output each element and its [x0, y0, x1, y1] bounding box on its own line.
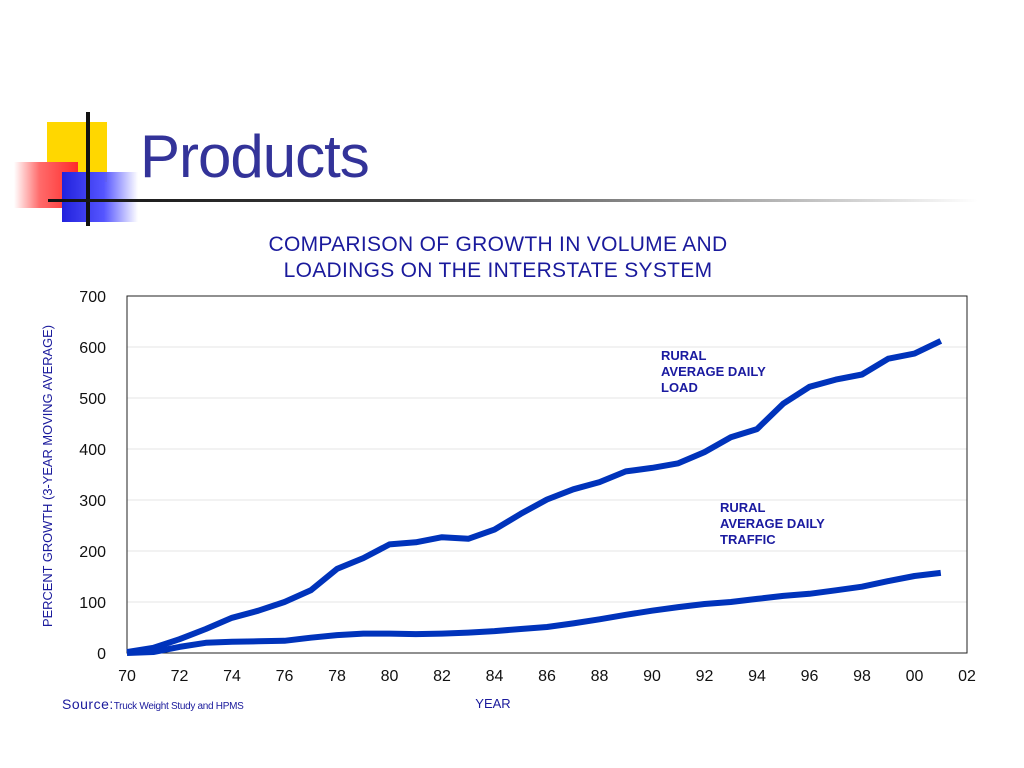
deco-blue-square [62, 172, 138, 222]
y-tick-label: 700 [79, 289, 106, 306]
series-label-traffic-line-2: AVERAGE DAILY [720, 516, 825, 531]
y-tick-label: 600 [79, 340, 106, 357]
y-axis-label: PERCENT GROWTH (3-YEAR MOVING AVERAGE) [40, 325, 55, 627]
x-tick-label: 80 [381, 668, 399, 685]
x-tick-label: 78 [328, 668, 346, 685]
series-label-traffic-line-3: TRAFFIC [720, 532, 776, 547]
x-tick-label: 88 [591, 668, 609, 685]
x-tick-label: 92 [696, 668, 714, 685]
chart-title-line-2: LOADINGS ON THE INTERSTATE SYSTEM [284, 259, 713, 282]
series-line-rural-load [126, 338, 943, 655]
series-label-load-line-2: AVERAGE DAILY [661, 364, 766, 379]
plot-area [126, 295, 968, 654]
y-tick-label: 500 [79, 391, 106, 408]
x-tick-label: 02 [958, 668, 976, 685]
source-label: Source: [62, 696, 114, 712]
x-tick-label: 70 [118, 668, 136, 685]
x-tick-label: 90 [643, 668, 661, 685]
x-tick-label: 72 [171, 668, 189, 685]
x-tick-label: 84 [486, 668, 504, 685]
x-axis-ticks: 70 72 74 76 78 80 82 84 86 88 90 92 94 96 98 00 02 [118, 668, 976, 685]
x-tick-label: 76 [276, 668, 294, 685]
source-text: Truck Weight Study and HPMS [113, 701, 244, 712]
x-axis-label: YEAR [475, 696, 510, 711]
x-tick-label: 00 [906, 668, 924, 685]
title-underline [48, 199, 978, 202]
x-tick-label: 96 [801, 668, 819, 685]
x-tick-label: 94 [748, 668, 766, 685]
deco-vertical-line [86, 112, 90, 226]
x-tick-label: 74 [223, 668, 241, 685]
series-label-traffic-line-1: RURAL [720, 500, 766, 515]
grid-lines [127, 346, 967, 603]
chart-title-line-1: COMPARISON OF GROWTH IN VOLUME AND [268, 233, 727, 256]
y-axis-ticks: 0 100 200 300 400 500 600 700 [79, 289, 106, 663]
series-label-load-line-3: LOAD [661, 380, 698, 395]
y-tick-label: 400 [79, 442, 106, 459]
series-label-load-line-1: RURAL [661, 348, 707, 363]
x-tick-label: 98 [853, 668, 871, 685]
x-tick-label: 86 [538, 668, 556, 685]
slide-title: Products [140, 123, 370, 190]
y-tick-label: 0 [97, 646, 106, 663]
y-tick-label: 200 [79, 544, 106, 561]
y-tick-label: 300 [79, 493, 106, 510]
x-tick-label: 82 [433, 668, 451, 685]
y-tick-label: 100 [79, 595, 106, 612]
series-lines [126, 338, 943, 656]
series-line-rural-traffic [126, 569, 942, 656]
source-note: Source:Truck Weight Study and HPMS [62, 696, 244, 714]
